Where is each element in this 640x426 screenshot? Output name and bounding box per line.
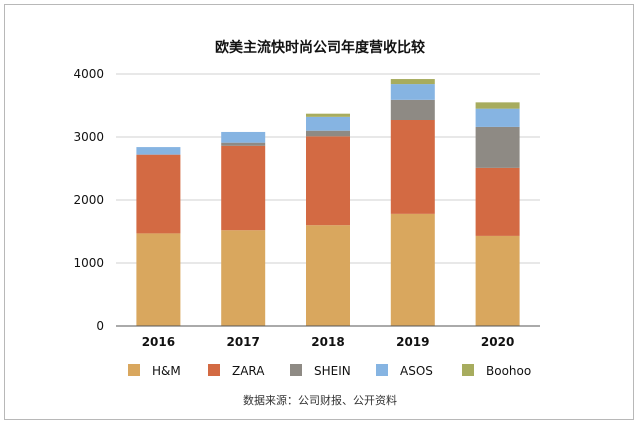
source-note: 数据来源：公司财报、公开资料 <box>243 393 397 407</box>
x-tick-label: 2019 <box>396 335 429 349</box>
bar-boohoo-2020 <box>475 102 520 109</box>
bar-zara-2019 <box>390 119 435 214</box>
y-tick-label: 1000 <box>73 256 104 270</box>
legend: H&M ZARA SHEIN ASOS Boohoo <box>128 364 531 378</box>
bar-asos-2018 <box>306 116 350 131</box>
legend-swatch-shein <box>290 364 302 376</box>
x-axis: 2016 2017 2018 2019 2020 <box>142 335 515 349</box>
y-tick-label: 2000 <box>73 193 104 207</box>
legend-swatch-hm <box>128 364 140 376</box>
legend-label: SHEIN <box>314 364 351 378</box>
bar-asos-2017 <box>221 131 266 143</box>
legend-label: H&M <box>152 364 181 378</box>
legend-swatch-zara <box>208 364 220 376</box>
x-tick-label: 2017 <box>226 335 259 349</box>
bar-asos-2016 <box>136 147 181 155</box>
legend-label: ASOS <box>400 364 433 378</box>
legend-swatch-asos <box>376 364 388 376</box>
bar-shein-2017 <box>221 142 266 146</box>
y-tick-label: 0 <box>96 319 104 333</box>
bar-hm-2016 <box>136 233 181 326</box>
bar-zara-2018 <box>306 136 350 226</box>
bar-asos-2019 <box>390 84 435 100</box>
bar-hm-2018 <box>306 225 350 326</box>
bar-zara-2016 <box>136 154 181 234</box>
x-tick-label: 2020 <box>481 335 514 349</box>
bar-boohoo-2018 <box>306 113 350 117</box>
bar-hm-2020 <box>475 235 520 326</box>
bar-hm-2017 <box>221 230 266 326</box>
legend-label: ZARA <box>232 364 265 378</box>
y-axis: 0 1000 2000 3000 4000 <box>73 67 104 333</box>
bar-shein-2019 <box>390 99 435 120</box>
bar-zara-2020 <box>475 167 520 236</box>
legend-swatch-boohoo <box>462 364 474 376</box>
bar-shein-2018 <box>306 130 350 137</box>
bars <box>136 79 520 326</box>
y-tick-label: 4000 <box>73 67 104 81</box>
x-tick-label: 2016 <box>142 335 175 349</box>
bar-asos-2020 <box>475 108 520 127</box>
x-tick-label: 2018 <box>311 335 344 349</box>
bar-shein-2020 <box>475 126 520 168</box>
bar-zara-2017 <box>221 145 266 231</box>
bar-boohoo-2019 <box>390 79 435 85</box>
legend-label: Boohoo <box>486 364 531 378</box>
y-tick-label: 3000 <box>73 130 104 144</box>
chart-title: 欧美主流快时尚公司年度营收比较 <box>215 39 425 56</box>
bar-hm-2019 <box>390 213 435 326</box>
